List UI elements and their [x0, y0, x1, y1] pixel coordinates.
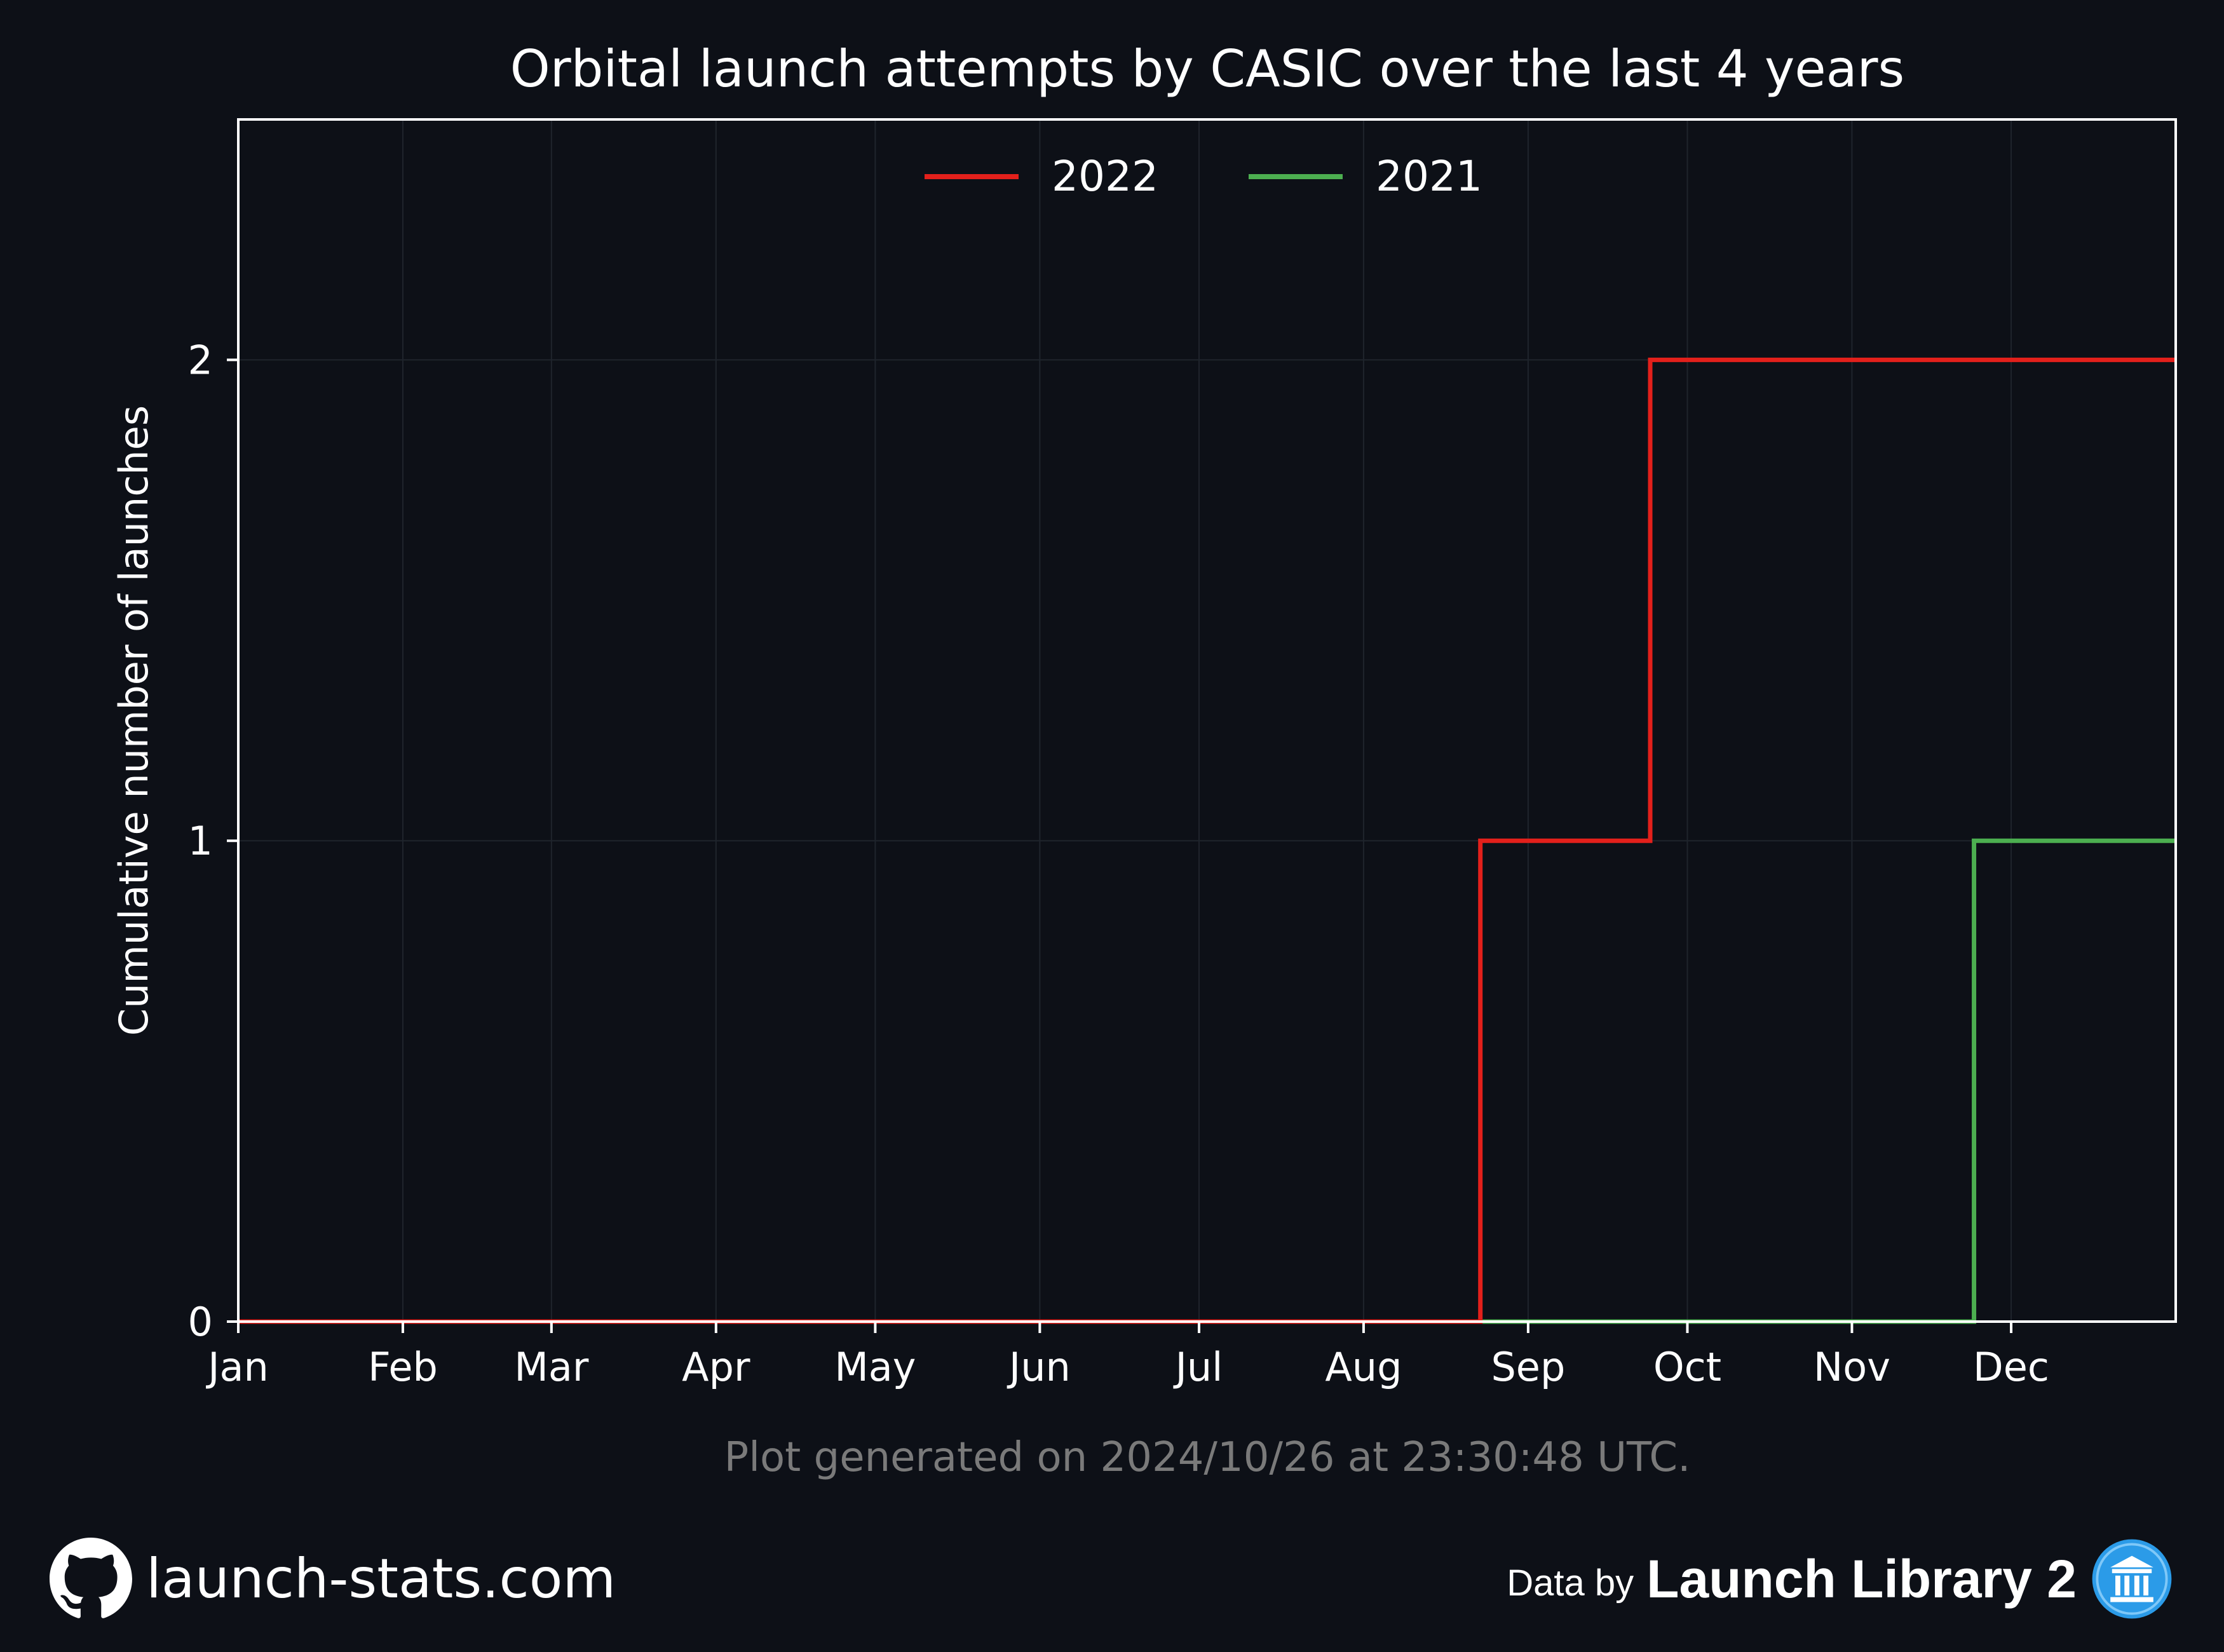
x-tick-label: Aug [1325, 1344, 1402, 1390]
legend-label-2021: 2021 [1376, 152, 1482, 201]
provider-name[interactable]: Launch Library 2 [1646, 1548, 2077, 1609]
chart-title: Orbital launch attempts by CASIC over th… [510, 39, 1904, 98]
legend: 2022 2021 [925, 152, 1482, 201]
x-tick-label: May [834, 1344, 916, 1390]
x-tick-label: Mar [514, 1344, 588, 1390]
x-tick-label: Sep [1491, 1344, 1565, 1390]
x-tick-label: Oct [1653, 1344, 1721, 1390]
x-tick-label: Dec [1973, 1344, 2049, 1390]
data-by-label: Data by [1507, 1562, 1634, 1604]
footer-data-credit: Data by Launch Library 2 [1507, 1531, 2173, 1627]
x-tick-label: Feb [368, 1344, 438, 1390]
y-tick-label: 1 [188, 818, 213, 864]
series-line-2021 [238, 838, 2176, 1324]
grid [238, 119, 2176, 1322]
footnote: Plot generated on 2024/10/26 at 23:30:48… [724, 1434, 1691, 1481]
github-icon [50, 1538, 132, 1618]
x-tick-label: Jul [1173, 1344, 1223, 1390]
x-axis: Jan Feb Mar Apr May Jun Jul Aug Sep Oct Nov Dec [205, 1322, 2049, 1390]
x-tick-label: Apr [682, 1344, 750, 1390]
y-tick-label: 0 [188, 1299, 213, 1345]
footer-site[interactable]: launch-stats.com [50, 1534, 616, 1623]
legend-label-2022: 2022 [1052, 152, 1158, 201]
x-tick-label: Nov [1814, 1344, 1890, 1390]
y-axis-label: Cumulative number of launches [111, 405, 157, 1036]
site-link[interactable]: launch-stats.com [146, 1547, 616, 1611]
y-tick-label: 2 [188, 337, 213, 383]
launch-library-icon [2092, 1539, 2172, 1619]
x-tick-label: Jan [205, 1344, 269, 1390]
y-axis: 0 1 2 [188, 337, 238, 1345]
plot-frame [237, 118, 2177, 1323]
x-tick-label: Jun [1007, 1344, 1071, 1390]
